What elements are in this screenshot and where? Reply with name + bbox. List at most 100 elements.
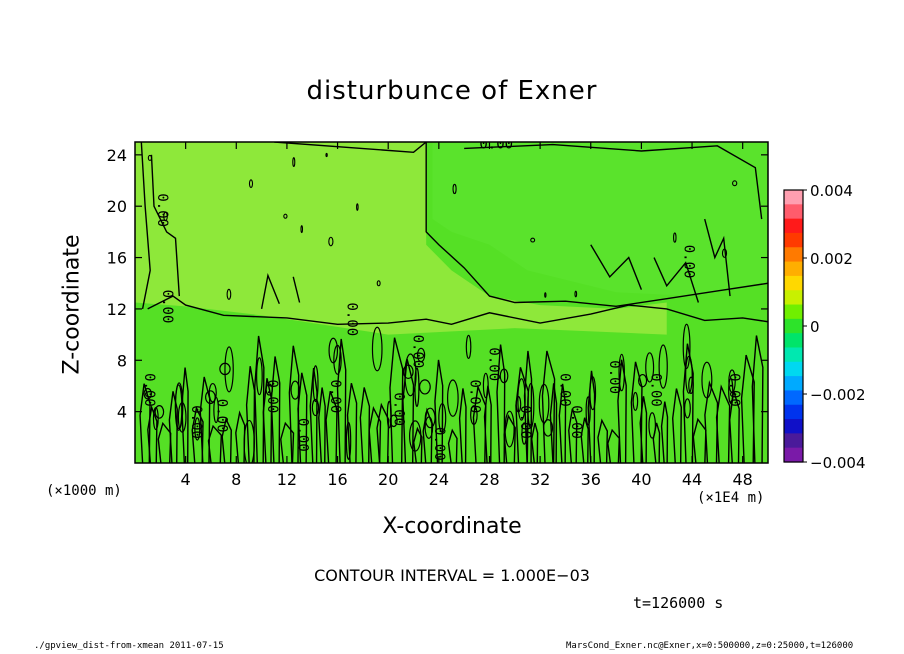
- colorbar-swatch: [784, 376, 803, 392]
- colorbar-label: 0.002: [810, 250, 853, 268]
- colorbar-swatch: [784, 447, 803, 463]
- colorbar-swatch: [784, 318, 803, 334]
- colorbar-label: 0: [810, 318, 820, 336]
- contour-loop: [728, 378, 734, 404]
- contour-line: [587, 370, 596, 463]
- contour-loop: [648, 412, 656, 439]
- colorbar-swatch: [784, 204, 803, 220]
- contour-line: [458, 388, 467, 463]
- contour-line: [751, 335, 764, 463]
- contour-label: 0.00: [556, 373, 572, 407]
- field-layer: [135, 142, 768, 463]
- contour-label: 0.00: [568, 405, 584, 439]
- contour-loop: [174, 384, 183, 431]
- contour-line: [318, 387, 326, 463]
- footer-left: ./gpview_dist-from-xmean 2011-07-15: [34, 641, 224, 651]
- contour-line: [607, 428, 620, 463]
- contour-label: 0.00: [141, 373, 157, 407]
- x-tick-label: 12: [277, 470, 297, 489]
- contour-line: [368, 405, 382, 463]
- plot-frame: [134, 141, 769, 464]
- x-tick-label: 32: [530, 470, 550, 489]
- contour-loop: [147, 154, 153, 161]
- contour-line: [336, 338, 347, 463]
- contour-loop: [416, 347, 426, 363]
- y-tick-label: 20: [107, 197, 127, 216]
- contour-line: [147, 404, 158, 463]
- contour-line: [325, 390, 338, 463]
- contour-label: 0.00: [431, 427, 447, 461]
- contour-loop: [424, 407, 436, 429]
- contour-line: [181, 367, 189, 463]
- colorbar-swatch: [784, 347, 803, 363]
- contour-loop: [386, 400, 392, 429]
- contour-line: [262, 378, 273, 463]
- contour-loop: [205, 390, 216, 405]
- contour-line: [464, 143, 763, 220]
- contour-loop: [224, 346, 234, 393]
- contour-loop: [311, 398, 320, 417]
- contour-label: 0.00: [391, 392, 407, 426]
- x-tick-label: 16: [327, 470, 347, 489]
- colorbar-swatch: [784, 190, 803, 205]
- colorbar-swatch: [784, 304, 803, 320]
- contour-loop: [684, 398, 691, 419]
- contour-line: [434, 359, 444, 463]
- contour-line: [660, 401, 669, 463]
- contour-label: 0.00: [726, 373, 742, 407]
- contour-loop: [177, 402, 187, 433]
- contour-line: [270, 356, 281, 463]
- contour-loop: [589, 376, 597, 411]
- field-upper-region: [135, 142, 667, 335]
- x-tick-label: 4: [181, 470, 191, 489]
- y-tick-label: 24: [107, 146, 127, 165]
- contour-label: 0.00: [680, 245, 696, 279]
- contour-loop: [470, 405, 478, 425]
- colorbar-swatch: [784, 218, 803, 234]
- colorbar-swatch: [784, 333, 803, 349]
- x-tick-label: 36: [581, 470, 601, 489]
- contour-loop: [328, 337, 339, 364]
- contour-line: [207, 424, 223, 463]
- contour-loop: [504, 410, 515, 448]
- x-unit-left: (×1000 m): [46, 483, 122, 499]
- contour-line: [297, 372, 308, 463]
- contour-line: [639, 396, 648, 463]
- contour-loop: [701, 361, 713, 399]
- contour-label: 0.00: [264, 380, 280, 414]
- contour-loop: [685, 355, 693, 394]
- contour-line: [617, 359, 627, 463]
- contour-loop: [248, 179, 254, 189]
- contour-label: 0.00: [188, 405, 204, 439]
- y-axis-label: Z-coordinate: [59, 234, 85, 375]
- contour-loop: [376, 280, 381, 287]
- contour-label: 0.00: [485, 347, 501, 381]
- contour-line: [541, 350, 556, 463]
- y-tick-label: 16: [107, 249, 127, 268]
- contour-loop: [732, 180, 738, 187]
- chart-title: disturbunce of Exner: [306, 76, 598, 106]
- contour-line: [280, 421, 295, 463]
- contour-label: 0.00: [294, 418, 310, 452]
- contour-label: 0.00: [344, 303, 360, 337]
- contour-line: [359, 387, 371, 463]
- contour-line: [672, 388, 682, 463]
- contour-loop: [521, 422, 528, 445]
- contour-line: [653, 257, 700, 303]
- contour-line: [346, 382, 358, 463]
- contour-line: [590, 244, 643, 290]
- contour-line: [140, 142, 151, 310]
- contour-line: [260, 273, 280, 310]
- colorbar-swatch: [784, 290, 803, 306]
- contour-loop: [482, 372, 489, 399]
- contour-line: [531, 422, 539, 463]
- colorbar-swatch: [784, 419, 803, 434]
- contour-loop: [409, 420, 422, 452]
- contour-label: 0.00: [154, 193, 170, 227]
- contour-line: [568, 408, 578, 463]
- colorbar: 0.004 0.002 0 −0.002 −0.004: [783, 182, 866, 472]
- contour-loop: [721, 248, 728, 258]
- contour-line: [558, 383, 567, 463]
- contour-line: [139, 383, 151, 463]
- contour-loop: [402, 364, 414, 379]
